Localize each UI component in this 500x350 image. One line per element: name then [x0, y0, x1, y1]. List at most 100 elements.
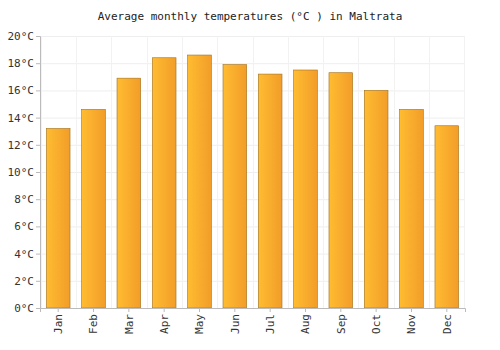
- y-tick-mark: [36, 118, 40, 119]
- x-tick-mark: [376, 308, 377, 312]
- x-tick-mark: [270, 308, 271, 312]
- y-tick-label: 16°C: [8, 84, 35, 97]
- y-axis: 0°C 2°C 4°C 6°C 8°C 10°C 12°C 14°C 16°C 18°C 20°C: [8, 30, 41, 315]
- grid-line-vertical: [76, 36, 77, 308]
- bar: [435, 126, 459, 308]
- x-axis-line: [41, 309, 466, 313]
- y-axis-line: [36, 37, 41, 309]
- x-tick-label: Dec: [441, 314, 454, 334]
- y-tick: 14°C: [8, 112, 41, 125]
- grid-line-vertical: [394, 36, 395, 308]
- x-tick-label: Oct: [370, 314, 383, 334]
- x-tick-label: Apr: [158, 314, 171, 334]
- title: Average monthly temperatures (°C ) in Ma…: [98, 10, 403, 23]
- y-tick-mark: [36, 172, 40, 173]
- x-tick: Jan: [52, 308, 65, 334]
- y-tick: 4°C: [14, 248, 40, 261]
- x-tick-label: Mar: [123, 314, 136, 334]
- grid-line-vertical: [41, 36, 42, 308]
- x-tick-mark: [446, 308, 447, 312]
- y-tick-mark: [36, 226, 40, 227]
- bars: [46, 55, 458, 308]
- grid-line-vertical: [464, 36, 465, 308]
- grid-line-vertical: [111, 36, 112, 308]
- x-tick-label: Jul: [264, 314, 277, 334]
- y-tick: 0°C: [14, 302, 40, 315]
- y-tick: 2°C: [14, 275, 40, 288]
- bar: [223, 65, 247, 308]
- y-tick-label: 10°C: [8, 166, 35, 179]
- y-tick-label: 0°C: [14, 302, 34, 315]
- x-tick: Nov: [405, 308, 418, 334]
- bar: [294, 70, 318, 308]
- y-tick-mark: [36, 254, 40, 255]
- x-tick: Feb: [87, 308, 100, 334]
- x-tick: Dec: [441, 308, 454, 334]
- y-tick: 12°C: [8, 139, 41, 152]
- y-tick-mark: [36, 90, 40, 91]
- y-tick-mark: [36, 145, 40, 146]
- grid-line-vertical: [147, 36, 148, 308]
- x-tick-mark: [411, 308, 412, 312]
- y-tick-label: 14°C: [8, 112, 35, 125]
- x-tick: Jun: [229, 308, 242, 334]
- x-tick-label: May: [193, 314, 206, 334]
- x-tick-label: Jan: [52, 314, 65, 334]
- x-tick: Jul: [264, 308, 277, 334]
- x-tick-mark: [234, 308, 235, 312]
- bar: [400, 109, 424, 308]
- y-tick: 6°C: [14, 220, 40, 233]
- grid-line-vertical: [429, 36, 430, 308]
- grid-line: [40, 36, 465, 37]
- x-tick: Oct: [370, 308, 383, 334]
- y-tick-mark: [36, 281, 40, 282]
- bar: [329, 73, 353, 308]
- y-tick-label: 8°C: [14, 193, 34, 206]
- y-tick-mark: [36, 63, 40, 64]
- x-tick-mark: [128, 308, 129, 312]
- y-tick: 8°C: [14, 193, 40, 206]
- grid-line-vertical: [217, 36, 218, 308]
- y-tick-mark: [36, 199, 40, 200]
- x-tick-label: Aug: [299, 314, 312, 334]
- y-tick-label: 4°C: [14, 248, 34, 261]
- x-tick-mark: [305, 308, 306, 312]
- y-tick-label: 2°C: [14, 275, 34, 288]
- grid: [40, 36, 465, 309]
- grid-line: [40, 90, 465, 91]
- bar: [82, 109, 106, 308]
- x-tick-label: Jun: [229, 314, 242, 334]
- chart: Average monthly temperatures (°C ) in Ma…: [0, 0, 500, 350]
- x-tick-mark: [199, 308, 200, 312]
- x-tick-label: Nov: [405, 314, 418, 334]
- bar: [258, 74, 282, 308]
- grid-line-vertical: [323, 36, 324, 308]
- y-tick-label: 18°C: [8, 57, 35, 70]
- bar: [152, 58, 176, 308]
- plot: 0°C 2°C 4°C 6°C 8°C 10°C 12°C 14°C 16°C 18°C 20°C J…: [8, 30, 466, 334]
- x-tick: Apr: [158, 308, 171, 334]
- y-tick: 10°C: [8, 166, 41, 179]
- grid-line-vertical: [358, 36, 359, 308]
- x-tick-mark: [340, 308, 341, 312]
- bar: [117, 78, 141, 308]
- x-tick: Mar: [123, 308, 136, 334]
- y-tick-label: 6°C: [14, 220, 34, 233]
- x-axis: Jan Feb Mar Apr May Jun Jul Aug Sep Oct Nov Dec: [41, 308, 466, 334]
- y-tick-label: 20°C: [8, 30, 35, 43]
- y-tick: 18°C: [8, 57, 41, 70]
- x-tick-label: Sep: [335, 314, 348, 334]
- bar: [46, 128, 70, 308]
- grid-line-vertical: [182, 36, 183, 308]
- y-tick-mark: [36, 36, 40, 37]
- x-tick: Sep: [335, 308, 348, 334]
- y-tick: 20°C: [8, 30, 41, 43]
- x-tick-mark: [58, 308, 59, 312]
- grid-line: [40, 63, 465, 64]
- x-tick-mark: [93, 308, 94, 312]
- x-tick-mark: [164, 308, 165, 312]
- grid-line-vertical: [253, 36, 254, 308]
- x-tick: May: [193, 308, 206, 334]
- bar: [188, 55, 212, 308]
- x-tick-label: Feb: [87, 314, 100, 334]
